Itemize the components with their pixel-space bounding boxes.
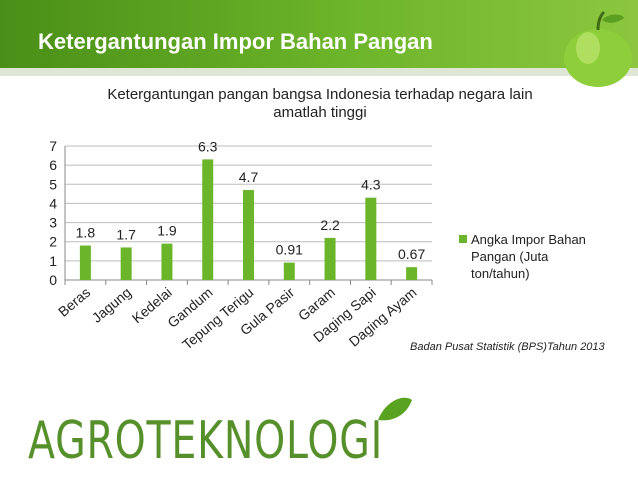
header-divider xyxy=(0,68,638,76)
y-tick-label: 5 xyxy=(49,176,57,192)
bar xyxy=(79,245,91,280)
bar xyxy=(365,197,377,280)
chart-title: Ketergantungan pangan bangsa Indonesia t… xyxy=(60,86,580,122)
bar xyxy=(406,267,418,280)
data-label: 1.8 xyxy=(76,225,96,241)
x-tick-label: Jagung xyxy=(89,284,134,326)
data-label: 6.3 xyxy=(198,138,218,154)
data-label: 0.91 xyxy=(276,242,303,258)
bar xyxy=(324,237,336,280)
legend-label: Angka Impor Bahan Pangan (Juta ton/tahun… xyxy=(471,232,586,281)
chart-title-line-1: Ketergantungan pangan bangsa Indonesia t… xyxy=(107,86,533,103)
legend-swatch xyxy=(459,235,467,243)
y-tick-label: 7 xyxy=(49,138,57,154)
source-note: Badan Pusat Statistik (BPS)Tahun 2013 xyxy=(410,341,605,353)
data-label: 1.7 xyxy=(116,226,136,242)
page-title: Ketergantungan Impor Bahan Pangan xyxy=(38,29,433,54)
data-label: 4.3 xyxy=(361,177,381,193)
bar xyxy=(120,247,132,280)
bar xyxy=(202,159,214,280)
bar xyxy=(283,262,295,280)
data-label: 2.2 xyxy=(320,217,340,233)
bar xyxy=(243,190,254,280)
chart-title-line-2: amatlah tinggi xyxy=(273,104,367,121)
y-tick-label: 3 xyxy=(49,215,57,231)
y-tick-label: 2 xyxy=(49,234,57,250)
green-apple-icon xyxy=(564,10,632,87)
y-tick-label: 4 xyxy=(49,195,57,211)
agroteknologi-logo: AGROTEKNOLOGI xyxy=(28,397,412,470)
y-tick-label: 0 xyxy=(49,272,57,288)
data-label: 0.67 xyxy=(398,246,425,262)
svg-text:AGROTEKNOLOGI: AGROTEKNOLOGI xyxy=(28,411,383,470)
x-tick-label: Beras xyxy=(55,284,93,320)
data-label: 1.9 xyxy=(157,223,177,239)
bar xyxy=(161,243,173,280)
data-label: 4.7 xyxy=(239,169,259,185)
header-bar xyxy=(0,0,638,68)
y-tick-label: 6 xyxy=(49,157,57,173)
y-tick-label: 1 xyxy=(49,253,57,269)
